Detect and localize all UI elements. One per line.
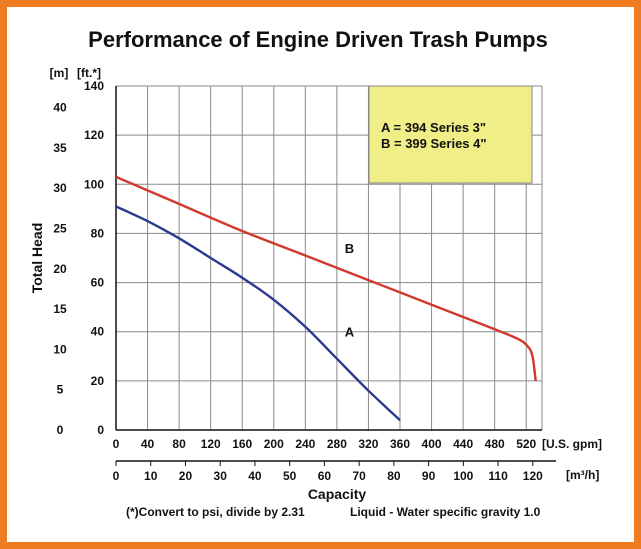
x-unit-label: [U.S. gpm] <box>542 437 602 451</box>
y-tick-label: 40 <box>91 325 105 339</box>
chart-title: Performance of Engine Driven Trash Pumps <box>88 27 548 52</box>
y-tick-label: 60 <box>91 276 105 290</box>
x2-tick-label: 40 <box>248 469 262 483</box>
y-tick-label: 80 <box>91 226 105 240</box>
x2-tick-label: 70 <box>352 469 366 483</box>
x-tick-label: 360 <box>390 437 410 451</box>
x2-tick-label: 10 <box>144 469 158 483</box>
x2-tick-label: 80 <box>387 469 401 483</box>
x-tick-label: 480 <box>485 437 505 451</box>
x-tick-label: 40 <box>141 437 155 451</box>
y-tick-label: 0 <box>97 423 104 437</box>
x-tick-label: 400 <box>422 437 442 451</box>
x2-tick-label: 90 <box>422 469 436 483</box>
y2-unit-label: [m] <box>50 66 69 80</box>
legend-entry-a: A = 394 Series 3" <box>381 120 486 135</box>
x2-tick-label: 30 <box>214 469 228 483</box>
x-axis-title: Capacity <box>308 486 367 502</box>
y-tick-label: 100 <box>84 177 104 191</box>
x2-tick-label: 0 <box>113 469 120 483</box>
x2-tick-label: 50 <box>283 469 297 483</box>
y2-tick-label: 0 <box>57 423 64 437</box>
y-unit-label: [ft.*] <box>77 66 101 80</box>
y2-tick-label: 30 <box>53 181 67 195</box>
x-tick-label: 320 <box>358 437 378 451</box>
x-tick-label: 80 <box>172 437 186 451</box>
x-ticks: 0 40 80 120 160 200 240 280 320 360 400 440 480 520 <box>113 437 537 451</box>
x-tick-label: 440 <box>453 437 473 451</box>
x2-tick-label: 60 <box>318 469 332 483</box>
y2-ticks: 0 5 10 15 20 25 30 35 40 <box>53 101 67 437</box>
legend-box <box>368 85 533 184</box>
x2-unit-label: [m³/h] <box>566 468 599 482</box>
x2-ticks: 0 10 20 30 40 50 60 70 80 90 100 110 120 <box>113 461 543 483</box>
y-tick-label: 140 <box>84 79 104 93</box>
y2-tick-label: 5 <box>57 383 64 397</box>
x-tick-label: 160 <box>232 437 252 451</box>
x-tick-label: 120 <box>201 437 221 451</box>
series-line-a <box>115 205 401 422</box>
y2-tick-label: 10 <box>53 342 67 356</box>
x2-tick-label: 110 <box>488 469 508 483</box>
series-line-b <box>115 175 537 382</box>
y2-tick-label: 25 <box>53 221 67 235</box>
y2-tick-label: 15 <box>53 302 67 316</box>
x-tick-label: 280 <box>327 437 347 451</box>
legend-entry-b: B = 399 Series 4" <box>381 136 487 151</box>
series-label-a: A <box>345 325 355 340</box>
x-tick-label: 520 <box>516 437 536 451</box>
series-group: AB <box>115 175 537 422</box>
footnote-psi: (*)Convert to psi, divide by 2.31 <box>126 505 305 519</box>
footnote-liquid: Liquid - Water specific gravity 1.0 <box>350 505 541 519</box>
y2-tick-label: 40 <box>53 101 67 115</box>
y-tick-label: 120 <box>84 128 104 142</box>
x2-tick-label: 120 <box>523 469 543 483</box>
y2-tick-label: 20 <box>53 262 67 276</box>
y2-tick-label: 35 <box>53 141 67 155</box>
y-axis-title: Total Head <box>29 223 45 294</box>
x2-tick-label: 100 <box>453 469 473 483</box>
x-tick-label: 0 <box>113 437 120 451</box>
x-tick-label: 200 <box>264 437 284 451</box>
y-ticks: 0 20 40 60 80 100 120 140 <box>84 79 104 437</box>
x2-tick-label: 20 <box>179 469 193 483</box>
series-label-b: B <box>345 241 354 256</box>
y-tick-label: 20 <box>91 374 105 388</box>
x-tick-label: 240 <box>295 437 315 451</box>
